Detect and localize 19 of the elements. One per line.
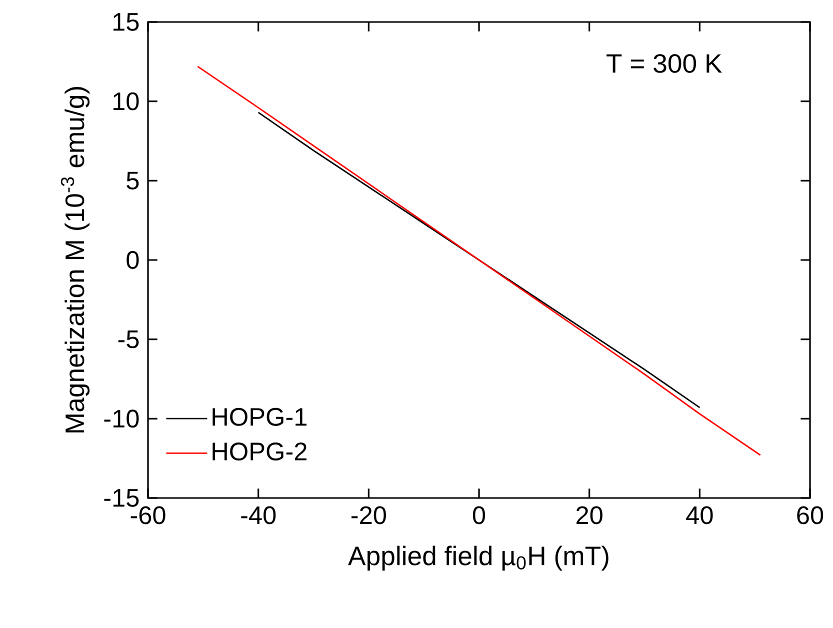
y-axis-title: Magnetization M (10$^{-3}$ emu/g) — [60, 87, 90, 432]
y-tick-label: -10 — [104, 410, 139, 428]
y-tick-label: 5 — [126, 172, 139, 190]
x-tick-label: 20 — [576, 506, 602, 524]
y-tick-label: 10 — [113, 92, 139, 110]
legend-label: HOPG-2 — [212, 442, 306, 460]
x-tick-label: -60 — [130, 506, 166, 524]
x-axis-title: Applied field µ$_{0}$H (mT) — [348, 546, 608, 571]
legend-label: HOPG-1 — [212, 408, 306, 426]
annotation: T = 300 K — [606, 54, 722, 73]
x-tick-label: 0 — [472, 506, 486, 524]
x-tick-label: 40 — [686, 506, 713, 524]
y-tick-label: 0 — [126, 251, 139, 269]
x-tick-label: -40 — [241, 506, 276, 524]
y-tick-label: 15 — [113, 13, 139, 31]
x-tick-label: -20 — [351, 506, 386, 524]
x-tick-label: 60 — [797, 506, 824, 524]
y-tick-label: -5 — [118, 330, 139, 348]
y-tick-label: -15 — [104, 489, 139, 507]
